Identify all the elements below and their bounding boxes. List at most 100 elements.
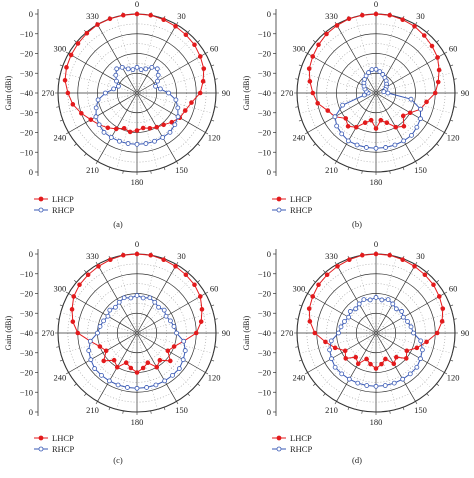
angle-label: 240 xyxy=(293,133,306,143)
data-point-lhcp xyxy=(387,12,393,18)
data-point-lhcp xyxy=(68,52,74,58)
data-point-rhcp xyxy=(174,330,179,336)
radial-tick-label: −10 xyxy=(258,29,271,39)
legend-marker-lhcp xyxy=(276,196,282,202)
minor-spoke xyxy=(136,36,194,94)
data-point-rhcp xyxy=(407,371,413,377)
angle-tick-mark xyxy=(56,78,60,80)
data-point-lhcp xyxy=(192,282,197,288)
data-point-rhcp xyxy=(116,299,122,305)
data-point-rhcp xyxy=(163,313,169,319)
data-point-rhcp xyxy=(369,67,375,73)
minor-spoke xyxy=(60,332,138,354)
minor-spoke xyxy=(375,256,397,334)
angle-label: 0 xyxy=(135,239,139,249)
legend-label-rhcp: RHCP xyxy=(52,444,74,454)
data-point-lhcp xyxy=(440,306,446,311)
grid-spoke xyxy=(375,332,416,402)
angle-tick-mark xyxy=(312,383,316,386)
data-point-lhcp xyxy=(197,90,203,96)
angle-tick-mark xyxy=(108,167,111,171)
angle-tick-mark xyxy=(84,393,87,397)
data-point-lhcp xyxy=(346,16,352,22)
data-point-rhcp xyxy=(328,338,334,344)
data-point-rhcp xyxy=(346,314,352,320)
angle-tick-mark xyxy=(73,40,77,43)
data-point-lhcp xyxy=(353,124,359,130)
data-point-lhcp xyxy=(173,263,178,269)
radial-tick-label: −10 xyxy=(258,147,271,157)
data-point-rhcp xyxy=(130,67,136,73)
angle-tick-mark xyxy=(205,372,209,375)
angle-label: 300 xyxy=(293,44,306,54)
angle-label: 90 xyxy=(222,88,231,98)
angle-tick-mark xyxy=(334,161,337,165)
angle-tick-mark xyxy=(176,21,179,25)
angle-tick-mark xyxy=(323,153,326,157)
angle-tick-mark xyxy=(187,269,190,273)
data-point-lhcp xyxy=(379,361,384,367)
angle-label: 210 xyxy=(86,405,99,415)
minor-spoke xyxy=(136,92,194,150)
minor-spoke xyxy=(136,92,214,114)
minor-spoke xyxy=(116,16,138,94)
data-point-lhcp xyxy=(342,348,348,354)
radial-tick-label: −20 xyxy=(20,289,33,299)
angle-tick-mark xyxy=(453,318,457,320)
data-point-rhcp xyxy=(134,64,140,70)
series-line-rhcp xyxy=(334,68,421,149)
data-point-rhcp xyxy=(147,295,153,301)
minor-spoke xyxy=(319,332,377,390)
data-point-lhcp xyxy=(347,257,352,262)
data-point-lhcp xyxy=(140,365,146,371)
angle-tick-mark xyxy=(402,167,405,171)
radial-tick-label: 0 xyxy=(29,407,33,417)
data-point-rhcp xyxy=(170,372,175,378)
angle-tick-mark xyxy=(197,383,201,386)
radial-tick-label: 0 xyxy=(29,167,33,177)
data-point-rhcp xyxy=(156,304,161,310)
minor-spoke xyxy=(116,332,138,410)
angle-label: 180 xyxy=(131,417,144,427)
data-point-rhcp xyxy=(385,90,391,96)
radial-tick-label: −40 xyxy=(20,328,33,338)
data-point-rhcp xyxy=(175,114,181,120)
data-point-rhcp xyxy=(101,318,106,324)
data-point-rhcp xyxy=(392,142,398,148)
data-point-rhcp xyxy=(377,69,383,75)
angle-label: 180 xyxy=(370,177,383,187)
minor-spoke xyxy=(136,72,214,94)
data-point-rhcp xyxy=(332,114,338,120)
angle-label: 270 xyxy=(281,88,294,98)
radial-tick-label: −10 xyxy=(20,387,33,397)
angle-tick-mark xyxy=(402,407,405,411)
data-point-rhcp xyxy=(115,382,121,388)
angle-label: 30 xyxy=(177,251,186,261)
grid-spoke xyxy=(68,332,138,373)
angle-tick-mark xyxy=(304,372,308,375)
data-point-lhcp xyxy=(378,117,384,123)
data-point-lhcp xyxy=(183,272,189,278)
data-point-lhcp xyxy=(171,344,177,349)
data-point-lhcp xyxy=(121,125,127,131)
legend-label-rhcp: RHCP xyxy=(290,205,312,215)
angle-tick-mark xyxy=(122,410,124,414)
data-point-lhcp xyxy=(306,306,312,311)
angle-label: 330 xyxy=(325,251,338,261)
data-point-lhcp xyxy=(422,272,428,278)
angle-label: 150 xyxy=(175,405,188,415)
angle-tick-mark xyxy=(389,170,391,174)
angle-tick-mark xyxy=(415,161,418,165)
minor-spoke xyxy=(80,92,138,150)
angle-label: 210 xyxy=(325,165,338,175)
data-point-lhcp xyxy=(77,282,82,288)
minor-spoke xyxy=(355,332,377,410)
angle-tick-mark xyxy=(65,51,69,54)
grid-spoke xyxy=(375,264,416,334)
data-point-rhcp xyxy=(166,90,172,96)
data-point-rhcp xyxy=(399,309,405,314)
data-point-rhcp xyxy=(381,89,387,95)
data-point-rhcp xyxy=(134,385,140,391)
minor-spoke xyxy=(299,92,377,114)
data-point-rhcp xyxy=(128,295,134,301)
